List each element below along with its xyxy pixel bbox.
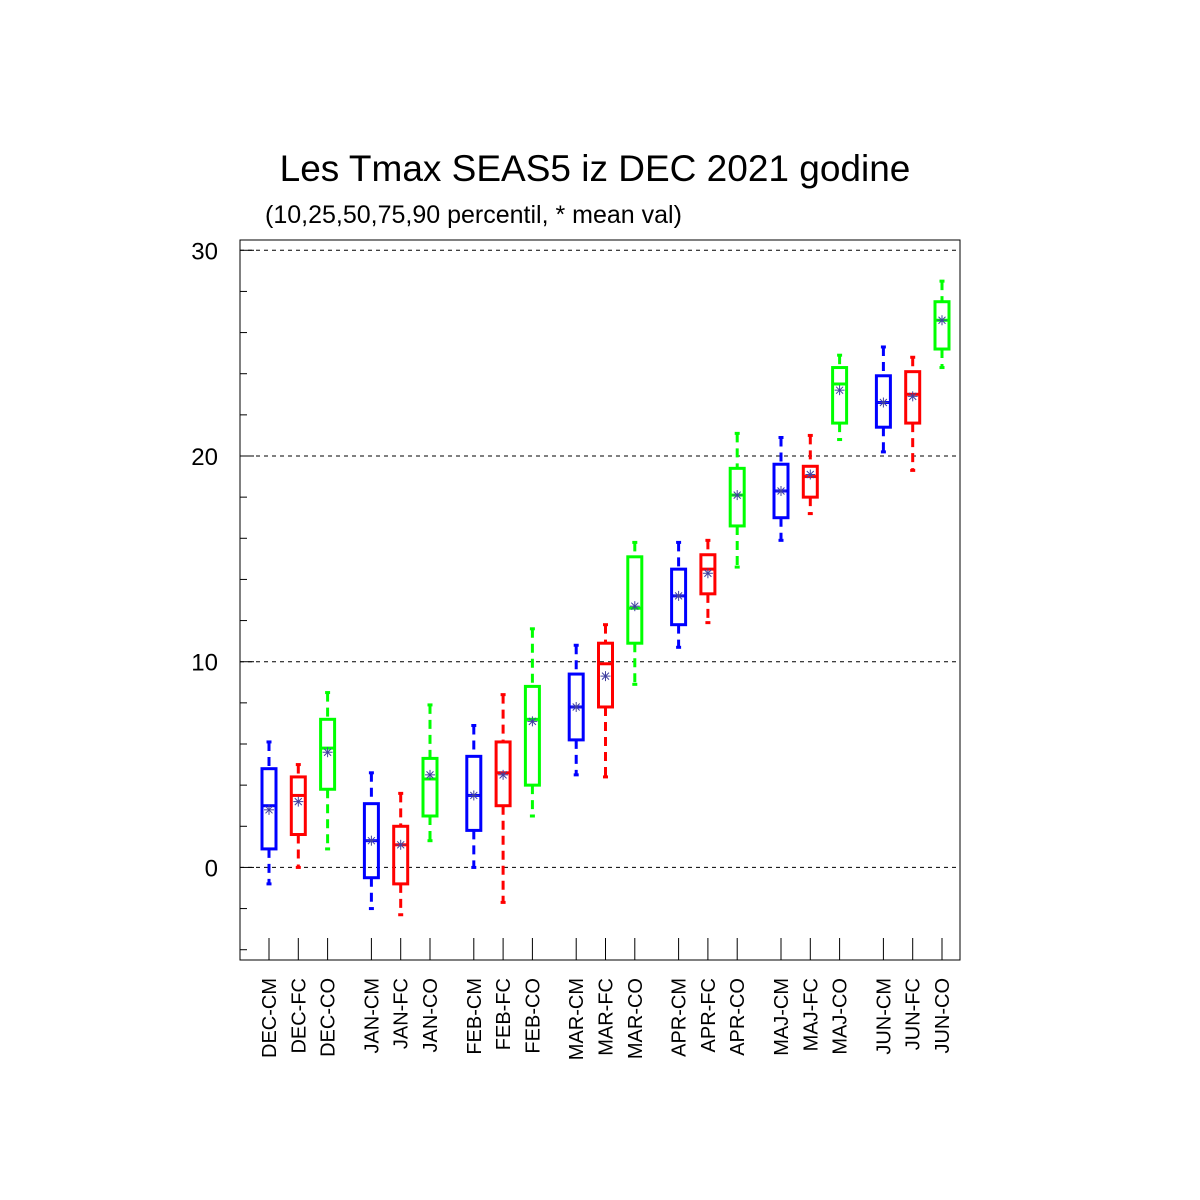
y-tick-label: 20 bbox=[191, 444, 218, 471]
box-feb-cm bbox=[465, 723, 483, 869]
x-tick-label: MAR-CO bbox=[625, 978, 647, 1059]
box-jan-cm bbox=[362, 771, 380, 911]
x-tick-label: MAJ-CM bbox=[771, 978, 793, 1056]
y-tick-label: 10 bbox=[191, 650, 218, 677]
iqr-box bbox=[626, 555, 644, 645]
iqr-box bbox=[465, 754, 483, 832]
x-tick-label: APR-FC bbox=[698, 978, 720, 1052]
x-tick-label: MAJ-FC bbox=[800, 978, 822, 1051]
mean-marker bbox=[629, 601, 640, 612]
mean-marker bbox=[527, 716, 538, 727]
x-tick-label: MAR-FC bbox=[596, 978, 618, 1056]
x-tick-label: DEC-CO bbox=[318, 978, 340, 1057]
mean-marker bbox=[937, 315, 947, 326]
iqr-box bbox=[392, 824, 410, 886]
box-jan-fc bbox=[392, 791, 410, 917]
x-tick-label: APR-CO bbox=[727, 978, 749, 1056]
mean-marker bbox=[702, 568, 713, 579]
box-dec-cm bbox=[260, 740, 278, 886]
mean-marker bbox=[498, 769, 509, 780]
chart-title: Les Tmax SEAS5 iz DEC 2021 godine bbox=[279, 148, 911, 189]
mean-marker bbox=[571, 701, 582, 712]
mean-marker bbox=[264, 804, 274, 815]
iqr-box bbox=[831, 366, 849, 425]
iqr-box bbox=[421, 756, 439, 818]
box-apr-fc bbox=[699, 538, 717, 625]
box-jan-co bbox=[421, 703, 439, 843]
mean-marker bbox=[732, 490, 743, 501]
iqr-box bbox=[933, 300, 951, 351]
y-tick-label: 0 bbox=[205, 855, 218, 882]
x-tick-label: JAN-FC bbox=[391, 978, 413, 1049]
x-axis: DEC-CM DEC-FC DEC-CO JAN-CM JAN-FC JAN-CO FEB-… bbox=[259, 938, 954, 1060]
mean-marker bbox=[322, 747, 333, 758]
plot-frame bbox=[239, 239, 961, 961]
mean-marker bbox=[293, 796, 304, 807]
box-feb-fc bbox=[494, 693, 512, 904]
iqr-box bbox=[523, 684, 541, 787]
boxes bbox=[260, 279, 951, 917]
mean-marker bbox=[468, 790, 479, 801]
x-tick-label: JAN-CM bbox=[361, 978, 383, 1054]
x-tick-label: MAJ-CO bbox=[830, 978, 852, 1055]
y-axis: 0 10 20 30 bbox=[191, 238, 254, 951]
mean-marker bbox=[805, 469, 816, 480]
x-tick-label: APR-CM bbox=[669, 978, 691, 1057]
box-apr-co bbox=[728, 431, 746, 569]
iqr-box bbox=[801, 464, 819, 499]
box-jun-co bbox=[933, 279, 951, 370]
x-tick-label: JUN-FC bbox=[903, 978, 925, 1050]
iqr-box bbox=[904, 370, 922, 425]
iqr-box bbox=[597, 641, 614, 709]
box-feb-co bbox=[523, 627, 541, 818]
mean-marker bbox=[425, 769, 435, 780]
x-tick-label: FEB-FC bbox=[493, 978, 515, 1050]
box-mar-fc bbox=[597, 623, 614, 779]
x-tick-label: FEB-CO bbox=[522, 978, 544, 1054]
box-jun-cm bbox=[874, 345, 892, 454]
mean-marker bbox=[366, 835, 377, 846]
grid-lines bbox=[240, 249, 960, 868]
box-maj-co bbox=[831, 353, 849, 442]
y-tick-label: 30 bbox=[191, 238, 218, 265]
iqr-box bbox=[260, 767, 278, 851]
mean-marker bbox=[907, 391, 918, 402]
iqr-box bbox=[728, 466, 746, 528]
box-dec-co bbox=[319, 691, 337, 851]
iqr-box bbox=[289, 775, 307, 837]
box-maj-cm bbox=[772, 435, 790, 542]
mean-marker bbox=[600, 671, 611, 682]
chart-subtitle: (10,25,50,75,90 percentil, * mean val) bbox=[265, 201, 682, 229]
box-maj-fc bbox=[801, 433, 819, 516]
x-tick-label: FEB-CM bbox=[464, 978, 486, 1055]
box-mar-co bbox=[626, 540, 644, 686]
mean-marker bbox=[776, 485, 786, 496]
iqr-box bbox=[319, 717, 337, 791]
x-tick-label: JAN-CO bbox=[420, 978, 442, 1052]
x-tick-label: DEC-CM bbox=[259, 978, 281, 1058]
iqr-box bbox=[699, 553, 717, 596]
mean-marker bbox=[834, 385, 845, 396]
x-tick-label: JUN-CO bbox=[932, 978, 954, 1054]
box-apr-cm bbox=[670, 540, 688, 649]
box-dec-fc bbox=[289, 763, 307, 869]
x-tick-label: MAR-CM bbox=[566, 978, 588, 1060]
x-tick-label: DEC-FC bbox=[288, 978, 310, 1054]
box-jun-fc bbox=[904, 355, 922, 472]
mean-marker bbox=[395, 839, 406, 850]
mean-marker bbox=[673, 590, 684, 601]
box-mar-cm bbox=[567, 643, 585, 777]
x-tick-label: JUN-CM bbox=[873, 978, 895, 1055]
mean-marker bbox=[878, 397, 889, 408]
